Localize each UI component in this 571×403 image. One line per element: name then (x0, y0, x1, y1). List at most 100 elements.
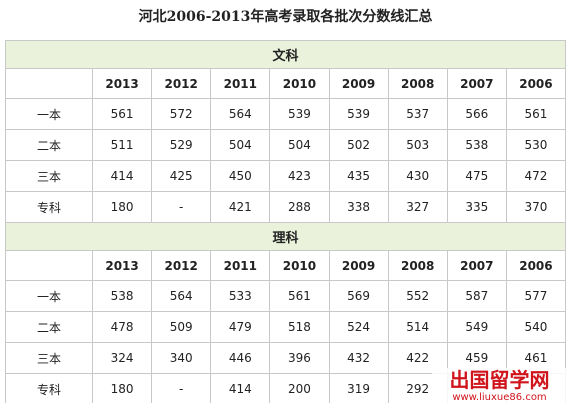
score-cell: 530 (505, 129, 567, 161)
score-cell: 450 (210, 160, 271, 192)
score-cell: 577 (505, 280, 567, 312)
year-header: 2008 (387, 68, 448, 99)
score-cell: 504 (210, 129, 271, 161)
data-row: 一本 538 564 533 561 569 552 587 577 (5, 280, 567, 312)
score-cell: 432 (328, 342, 389, 374)
score-cell: 514 (387, 311, 448, 343)
score-cell: 180 (91, 191, 153, 223)
score-cell: 423 (269, 160, 330, 192)
watermark-url: www.liuxue86.com (452, 392, 547, 403)
score-cell: 533 (210, 280, 271, 312)
score-cell: 561 (505, 98, 567, 130)
score-cell: 538 (91, 280, 153, 312)
section-title: 文科 (5, 40, 566, 69)
corner-cell (5, 68, 93, 99)
year-header: 2010 (269, 250, 330, 281)
corner-cell (5, 250, 93, 281)
score-cell: 524 (328, 311, 389, 343)
year-header: 2011 (210, 250, 271, 281)
data-row: 专科 180-421 288 338 327 335 370 (5, 191, 567, 223)
section-title: 理科 (5, 222, 566, 251)
data-row: 二本 478 509 479 518 524 514 549 540 (5, 311, 567, 343)
data-row: 一本 561 572 564 539 539 537 566 561 (5, 98, 567, 130)
data-row: 三本 324 340 446 396 432 422 459 461 (5, 342, 567, 374)
score-cell: 414 (91, 160, 153, 192)
score-cell: 338 (328, 191, 389, 223)
score-cell: 200 (269, 373, 330, 403)
score-cell: 414 (210, 373, 271, 403)
year-header: 2007 (446, 250, 507, 281)
score-cell: 561 (91, 98, 153, 130)
year-header: 2010 (269, 68, 330, 99)
score-cell: 435 (328, 160, 389, 192)
score-cell: 564 (151, 280, 212, 312)
score-cell: 180 (91, 373, 153, 403)
section-row: 理科 (5, 222, 566, 251)
row-label: 二本 (5, 129, 93, 161)
score-cell: 340 (151, 342, 212, 374)
score-cell: 478 (91, 311, 153, 343)
score-cell: 430 (387, 160, 448, 192)
score-cell: 370 (505, 191, 567, 223)
score-cell: 504 (269, 129, 330, 161)
score-cell: 475 (446, 160, 507, 192)
score-cell: - (151, 373, 212, 403)
header-row: 2013 2012 2011 2010 2009 2008 2007 2006 (5, 68, 567, 99)
year-header: 2006 (505, 250, 567, 281)
score-cell: 511 (91, 129, 153, 161)
year-header: 2012 (151, 250, 212, 281)
score-cell: 539 (328, 98, 389, 130)
watermark-brand: 出国留学网 (449, 368, 550, 392)
year-header: 2007 (446, 68, 507, 99)
row-label: 一本 (5, 280, 93, 312)
row-label: 专科 (5, 191, 93, 223)
year-header: 2013 (91, 68, 153, 99)
score-cell: 288 (269, 191, 330, 223)
score-cell: 421 (210, 191, 271, 223)
score-table: 文科 2013 2012 2011 2010 2009 2008 2007 2006 一本 561 5… (5, 40, 567, 403)
score-cell: 552 (387, 280, 448, 312)
score-cell: 425 (151, 160, 212, 192)
row-label: 专科 (5, 373, 93, 403)
score-cell: 319 (328, 373, 389, 403)
score-cell: 503 (387, 129, 448, 161)
score-cell: 561 (269, 280, 330, 312)
data-row: 三本 414 425 450 423 435 430 475 472 (5, 160, 567, 192)
score-cell: 564 (210, 98, 271, 130)
score-cell: 539 (269, 98, 330, 130)
score-cell: 509 (151, 311, 212, 343)
row-label: 二本 (5, 311, 93, 343)
score-cell: 327 (387, 191, 448, 223)
score-cell: 538 (446, 129, 507, 161)
score-cell: 324 (91, 342, 153, 374)
page-title: 河北2006-2013年高考录取各批次分数线汇总 (138, 9, 433, 25)
score-cell: 529 (151, 129, 212, 161)
section-row: 文科 (5, 40, 566, 69)
row-label: 一本 (5, 98, 93, 130)
watermark: 出国留学网 www.liuxue86.com (432, 368, 567, 403)
score-cell: 502 (328, 129, 389, 161)
year-header: 2008 (387, 250, 448, 281)
score-cell: - (151, 191, 212, 223)
header-row: 2013 2012 2011 2010 2009 2008 2007 2006 (5, 250, 567, 281)
score-cell: 472 (505, 160, 567, 192)
score-cell: 572 (151, 98, 212, 130)
score-cell: 549 (446, 311, 507, 343)
year-header: 2013 (91, 250, 153, 281)
year-header: 2009 (328, 68, 389, 99)
year-header: 2009 (328, 250, 389, 281)
score-cell: 518 (269, 311, 330, 343)
year-header: 2006 (505, 68, 567, 99)
score-cell: 479 (210, 311, 271, 343)
score-cell: 396 (269, 342, 330, 374)
score-cell: 446 (210, 342, 271, 374)
row-label: 三本 (5, 160, 93, 192)
score-cell: 335 (446, 191, 507, 223)
score-cell: 569 (328, 280, 389, 312)
year-header: 2012 (151, 68, 212, 99)
year-header: 2011 (210, 68, 271, 99)
score-cell: 537 (387, 98, 448, 130)
score-cell: 540 (505, 311, 567, 343)
score-cell: 566 (446, 98, 507, 130)
